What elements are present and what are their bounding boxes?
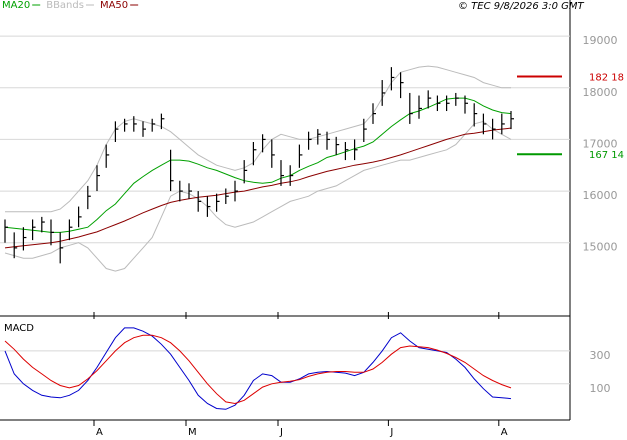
x-tick-label: M xyxy=(188,427,197,438)
bband-lower xyxy=(4,120,512,272)
macd-title: MACD xyxy=(4,323,34,334)
y-tick-label: 15000 xyxy=(583,241,618,254)
legend-label: MA50 xyxy=(100,0,128,11)
ma-line xyxy=(4,127,512,249)
bband-upper xyxy=(5,65,511,213)
y-tick-label: 300 xyxy=(590,349,611,362)
y-tick-label: 18000 xyxy=(583,86,618,99)
x-tick-label: J xyxy=(279,427,283,438)
y-tick-label: 16000 xyxy=(583,189,618,202)
ma-line xyxy=(4,97,512,233)
source: © TEC 9/8/2026 3:0 GMT xyxy=(458,1,585,12)
y-tick-label: 100 xyxy=(590,382,611,395)
macd-line xyxy=(4,327,512,410)
x-tick-label: J xyxy=(389,427,393,438)
y-tick-label: 19000 xyxy=(583,34,618,47)
legend-label: MA20 xyxy=(2,0,30,11)
y-tick-label: 17000 xyxy=(583,137,618,150)
level-label: 182 18 xyxy=(589,73,624,84)
x-tick-label: A xyxy=(96,427,103,438)
x-tick-label: A xyxy=(501,427,508,438)
macd-line xyxy=(4,334,512,405)
level-label: 167 14 xyxy=(589,150,624,161)
legend-label: BBands xyxy=(46,0,84,11)
